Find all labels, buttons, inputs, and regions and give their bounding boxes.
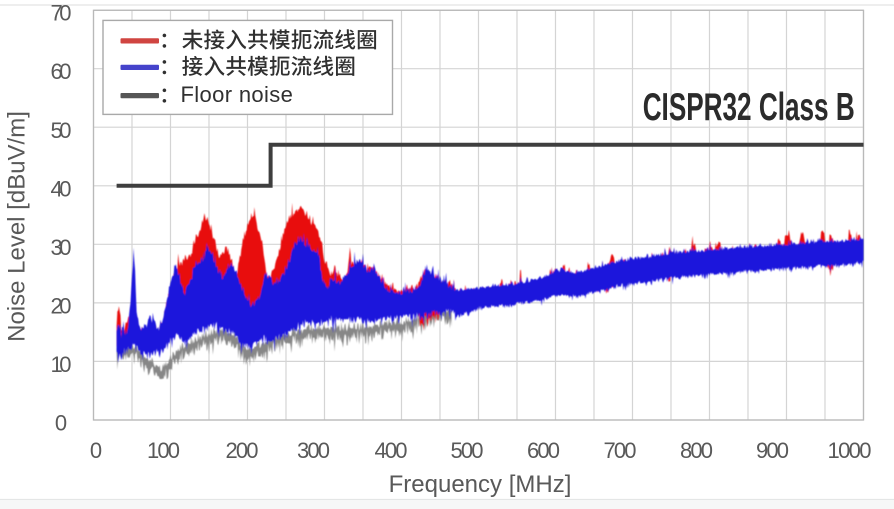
svg-text:900: 900	[756, 438, 789, 463]
svg-text:10: 10	[51, 352, 72, 377]
svg-text:70: 70	[51, 1, 72, 26]
svg-text:200: 200	[226, 438, 259, 463]
svg-text:Frequency [MHz]: Frequency [MHz]	[389, 471, 572, 498]
svg-text:Noise Level [dBuV/m]: Noise Level [dBuV/m]	[4, 111, 31, 342]
svg-text:500: 500	[451, 438, 484, 463]
svg-text:50: 50	[51, 118, 72, 143]
svg-text:1000: 1000	[828, 438, 872, 463]
svg-text:0: 0	[90, 438, 102, 463]
svg-text:20: 20	[51, 293, 72, 318]
svg-text:30: 30	[51, 235, 72, 260]
svg-text:700: 700	[604, 438, 637, 463]
svg-text:CISPR32 Class B: CISPR32 Class B	[643, 86, 855, 129]
svg-text:600: 600	[527, 438, 560, 463]
svg-text:60: 60	[51, 59, 72, 84]
svg-text:400: 400	[375, 438, 408, 463]
svg-text:0: 0	[55, 411, 67, 436]
svg-text:40: 40	[51, 176, 72, 201]
svg-text:300: 300	[297, 438, 330, 463]
svg-text:800: 800	[680, 438, 713, 463]
svg-text:100: 100	[147, 438, 180, 463]
svg-text:Floor noise: Floor noise	[181, 82, 294, 107]
